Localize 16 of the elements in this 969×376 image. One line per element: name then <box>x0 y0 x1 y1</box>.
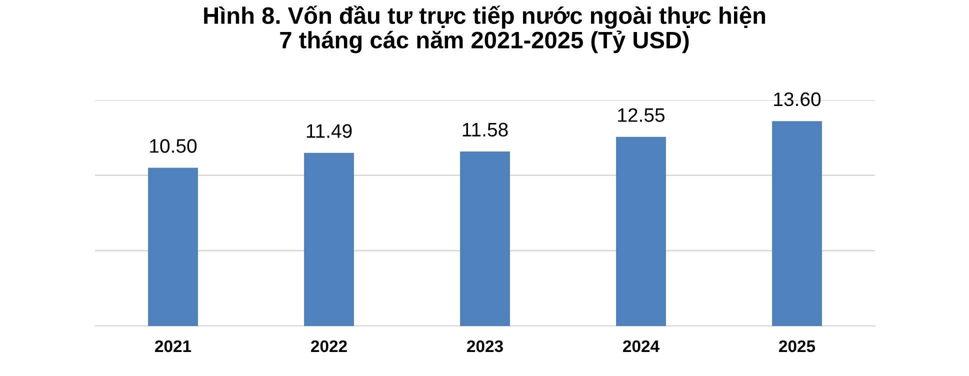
x-tick-label: 2021 <box>155 340 192 352</box>
data-label: 11.58 <box>462 122 508 137</box>
x-tick-label: 2025 <box>779 340 816 352</box>
x-tick-label: 2022 <box>311 340 347 352</box>
chart-title: Hình 8. Vốn đầu tư trực tiếp nước ngoài thực hiện 7 tháng các năm 2021-2025 (Tỷ USD) <box>204 6 766 54</box>
bar <box>772 121 822 326</box>
data-label: 12.55 <box>618 108 665 122</box>
x-tick-label: 2023 <box>467 340 503 352</box>
bar <box>148 168 198 326</box>
data-label: 13.60 <box>774 92 821 106</box>
bar <box>460 152 510 326</box>
bar <box>616 136 666 326</box>
bar <box>304 152 354 326</box>
data-label: 11.49 <box>306 124 352 138</box>
data-label: 10.50 <box>150 139 197 153</box>
x-tick-label: 2024 <box>623 340 660 352</box>
